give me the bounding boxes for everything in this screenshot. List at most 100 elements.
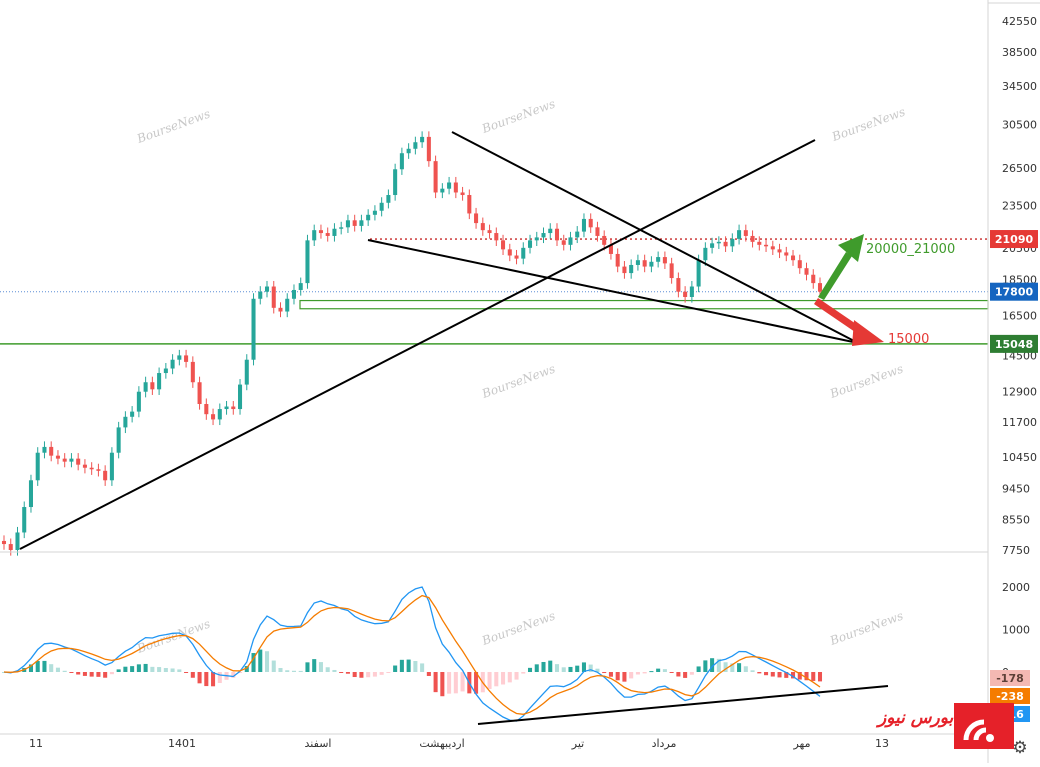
candle (642, 254, 647, 273)
candle-body (69, 458, 74, 462)
candle-body (635, 260, 640, 265)
candle (109, 447, 114, 486)
macd-histogram-bar (49, 664, 54, 672)
candle-body (143, 382, 148, 392)
candle (35, 447, 40, 486)
candle (669, 257, 674, 284)
candle-body (116, 427, 121, 453)
candle (743, 224, 748, 242)
candle-body (136, 391, 141, 412)
price-tick-label: 42550 (1002, 15, 1037, 28)
macd-histogram-bar (689, 672, 694, 675)
macd-histogram-bar (568, 666, 573, 672)
macd-histogram-bar (298, 670, 303, 672)
macd-histogram-bar (204, 672, 209, 687)
macd-histogram-bar (642, 672, 647, 674)
candle-body (28, 480, 33, 508)
candle-body (89, 467, 94, 470)
candle (76, 453, 81, 471)
macd-histogram-bar (548, 660, 553, 672)
down-target-arrow: 15000 (814, 298, 929, 347)
macd-line (3, 586, 821, 722)
candle-body (561, 240, 566, 245)
candle-body (723, 241, 728, 247)
candle-body (15, 532, 20, 550)
candle-body (683, 291, 688, 297)
candle-body (730, 238, 735, 247)
candle (662, 251, 667, 270)
candle (312, 224, 317, 246)
candle (170, 354, 175, 375)
candle-body (42, 446, 47, 453)
candle-body (622, 266, 627, 274)
price-tag: 15048 (990, 334, 1038, 353)
macd-histogram-bar (130, 666, 135, 672)
candle-body (703, 247, 708, 261)
macd-histogram-bar (817, 672, 823, 682)
candle-body (460, 192, 465, 196)
macd-histogram-bar (325, 667, 330, 672)
macd-histogram-bar (507, 672, 512, 683)
price-tag-label: 15048 (995, 338, 1033, 351)
macd-histogram-bar (318, 662, 323, 672)
candle (28, 474, 33, 513)
overlay-layer: 20000_21000 15000 (19, 131, 955, 725)
candle (656, 251, 661, 268)
macd-histogram-bar (575, 665, 580, 672)
candle-body (676, 278, 681, 292)
macd-histogram-bar (608, 672, 613, 677)
candle-body (163, 368, 168, 374)
macd-histogram-bar (251, 653, 256, 672)
macd-histogram-bar (271, 660, 276, 672)
candle (318, 224, 323, 239)
candle-body (49, 446, 54, 456)
candle-body (575, 231, 580, 238)
bourse-news-logo-mark (954, 703, 1014, 749)
macd-histogram-bar (527, 667, 533, 672)
candle (811, 269, 816, 289)
macd-histogram-bar (413, 661, 418, 672)
candle (211, 408, 216, 426)
candle-body (629, 264, 634, 274)
candle-body (379, 202, 384, 211)
candle-body (386, 195, 391, 203)
candle (298, 277, 303, 296)
candle (676, 272, 681, 298)
candle (352, 214, 357, 232)
price-tick-label: 26500 (1002, 162, 1037, 175)
macd-histogram-bar (622, 672, 627, 682)
macd-histogram-bar (784, 672, 789, 678)
macd-histogram-bar (534, 664, 539, 672)
candle (534, 231, 539, 246)
candle (103, 465, 108, 486)
candle (710, 237, 715, 254)
candle-body (817, 283, 823, 292)
candle (757, 236, 762, 251)
candle-body (474, 213, 479, 224)
candle (285, 293, 290, 318)
macd-histogram-bar (676, 672, 681, 677)
arrow-shaft (818, 252, 852, 300)
candle-body (82, 464, 87, 468)
candle (386, 189, 391, 209)
macd-histogram-bar (109, 672, 114, 675)
candle (514, 249, 519, 265)
candle (305, 234, 310, 289)
macd-histogram-bar (635, 672, 640, 675)
candle (723, 236, 728, 252)
candle (62, 453, 67, 468)
candle-body (190, 361, 195, 383)
candle (231, 400, 236, 415)
candle-body (204, 404, 209, 415)
candle (372, 205, 377, 221)
candle (339, 221, 344, 235)
candle-body (527, 240, 533, 248)
settings-gear-button[interactable]: ⚙ (1012, 738, 1028, 758)
macd-histogram-bar (487, 672, 492, 689)
macd-histogram-bar (588, 664, 593, 672)
candle-body (103, 470, 108, 481)
candle (548, 223, 553, 239)
candle-body (440, 188, 445, 193)
macd-histogram-bar (163, 668, 168, 672)
